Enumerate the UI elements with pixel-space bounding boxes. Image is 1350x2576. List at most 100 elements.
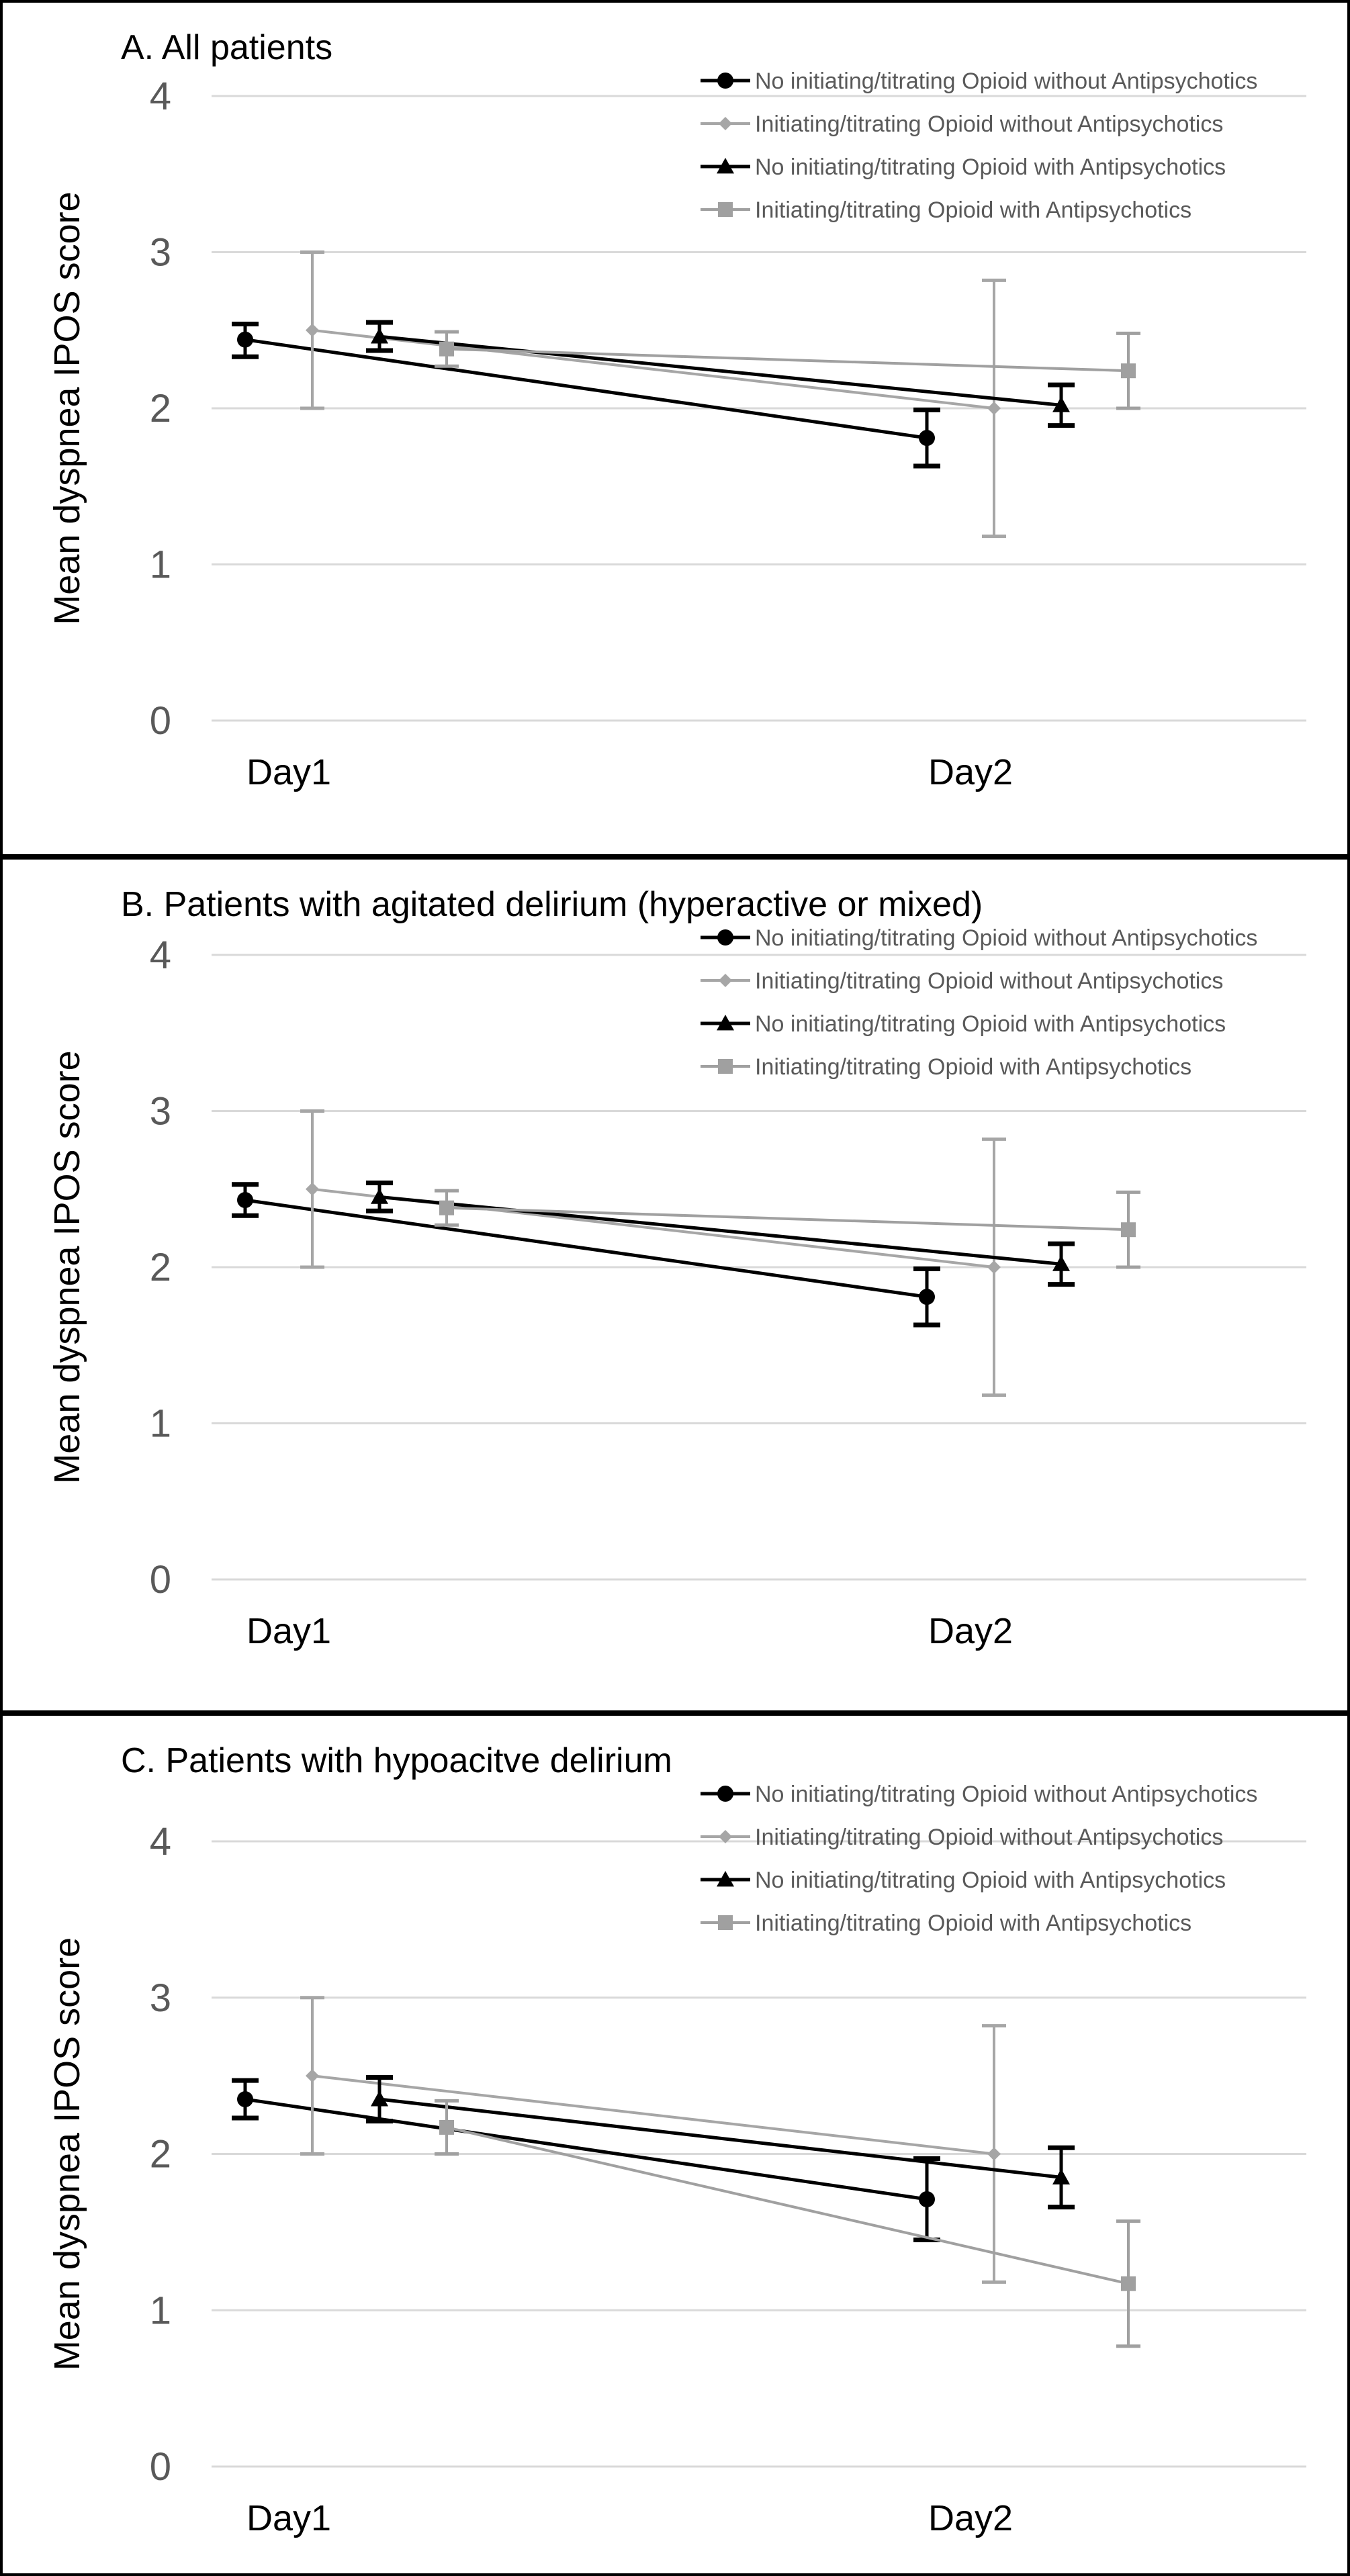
legend-marker (718, 1059, 733, 1074)
series-2 (300, 1109, 1006, 1397)
data-point (919, 1289, 935, 1305)
data-point (237, 2091, 253, 2108)
y-tick-label: 1 (150, 543, 171, 587)
y-tick-label: 2 (150, 1246, 171, 1289)
y-tick-label: 3 (150, 1090, 171, 1134)
y-tick-label: 4 (150, 933, 171, 977)
legend-marker (718, 202, 733, 217)
series-line (379, 2097, 1062, 2179)
series-line (379, 1195, 1062, 1266)
series-4 (435, 330, 1140, 410)
legend-label: Initiating/titrating Opioid with Antipsy… (755, 1911, 1191, 1936)
y-tick-label: 3 (150, 231, 171, 275)
legend-marker (717, 158, 734, 174)
series-1 (232, 1182, 940, 1328)
data-point (987, 2147, 1001, 2161)
series-line (446, 2125, 1129, 2285)
y-tick-label: 4 (150, 1820, 171, 1864)
series-line (446, 1206, 1129, 1232)
legend-marker (719, 117, 732, 130)
x-tick-label: Day1 (246, 752, 331, 792)
legend-label: No initiating/titrating Opioid without A… (755, 1782, 1257, 1807)
panel-frame (0, 0, 1350, 857)
series-2 (300, 1996, 1006, 2284)
legend-marker (719, 1830, 732, 1843)
legend-label: Initiating/titrating Opioid with Antipsy… (755, 1054, 1191, 1080)
y-tick-label: 0 (150, 1558, 171, 1602)
y-axis-label: Mean dyspnea IPOS score (47, 191, 87, 625)
series-1 (232, 321, 940, 469)
legend: No initiating/titrating Opioid without A… (701, 925, 1257, 1080)
panel-2: B. Patients with agitated delirium (hype… (0, 857, 1350, 1713)
x-tick-label: Day2 (928, 752, 1013, 792)
legend-label: Initiating/titrating Opioid without Anti… (755, 111, 1223, 137)
x-tick-label: Day2 (928, 1611, 1013, 1651)
legend-marker (719, 974, 732, 987)
legend-marker (717, 1015, 734, 1031)
x-tick-label: Day1 (246, 1611, 331, 1651)
chart-title: C. Patients with hypoacitve delirium (121, 1741, 672, 1780)
x-tick-label: Day1 (246, 2498, 331, 2538)
y-axis-label: Mean dyspnea IPOS score (47, 1050, 87, 1483)
y-tick-label: 4 (150, 75, 171, 118)
legend-marker (717, 1871, 734, 1887)
series-line (312, 2074, 995, 2156)
series-line (244, 1198, 928, 1299)
data-point (439, 341, 454, 357)
data-point (1052, 1255, 1070, 1271)
data-point (919, 430, 935, 447)
series-2 (300, 250, 1006, 539)
data-point (306, 323, 319, 337)
series-4 (435, 2099, 1140, 2348)
legend-label: Initiating/titrating Opioid with Antipsy… (755, 197, 1191, 223)
y-tick-label: 0 (150, 699, 171, 743)
y-tick-label: 2 (150, 387, 171, 430)
series-line (312, 328, 995, 410)
chart-title: B. Patients with agitated delirium (hype… (121, 885, 983, 924)
legend: No initiating/titrating Opioid without A… (701, 68, 1257, 223)
legend-label: No initiating/titrating Opioid with Anti… (755, 1011, 1226, 1037)
series-line (446, 347, 1129, 373)
panel-3: C. Patients with hypoacitve delirium 0 1 2 3… (0, 1713, 1350, 2576)
legend-label: No initiating/titrating Opioid without A… (755, 925, 1257, 951)
legend-label: No initiating/titrating Opioid without A… (755, 68, 1257, 94)
legend-label: No initiating/titrating Opioid with Anti… (755, 1868, 1226, 1893)
series-line (244, 2097, 928, 2201)
data-point (371, 328, 388, 344)
y-tick-label: 0 (150, 2445, 171, 2489)
panel-1: A. All patients 0 1 2 3 4 Mean dyspnea IPOS sc… (0, 0, 1350, 857)
x-tick-label: Day2 (928, 2498, 1013, 2538)
legend-marker (717, 73, 733, 89)
chart-title: A. All patients (121, 28, 332, 67)
series-line (244, 338, 928, 440)
legend: No initiating/titrating Opioid without A… (701, 1782, 1257, 1936)
data-point (237, 331, 253, 348)
data-point (439, 2119, 454, 2135)
y-tick-label: 3 (150, 1976, 171, 2020)
panel-frame (0, 857, 1350, 1713)
legend-marker (717, 929, 733, 946)
legend-label: Initiating/titrating Opioid without Anti… (755, 968, 1223, 994)
data-point (919, 2191, 935, 2207)
series-4 (435, 1189, 1140, 1269)
data-point (237, 1192, 253, 1209)
data-point (1052, 2168, 1070, 2184)
y-tick-label: 1 (150, 2289, 171, 2332)
data-point (306, 2069, 319, 2083)
data-point (306, 1182, 319, 1196)
legend-label: Initiating/titrating Opioid without Anti… (755, 1825, 1223, 1850)
legend-marker (718, 1915, 733, 1930)
data-point (1121, 2276, 1136, 2291)
data-point (371, 2090, 388, 2107)
y-tick-label: 1 (150, 1402, 171, 1446)
y-tick-label: 2 (150, 2133, 171, 2176)
legend-marker (717, 1786, 733, 1802)
series-line (379, 334, 1062, 407)
data-point (987, 402, 1001, 415)
legend-label: No initiating/titrating Opioid with Anti… (755, 154, 1226, 180)
data-point (439, 1200, 454, 1215)
series-3 (366, 2074, 1075, 2210)
data-point (371, 1188, 388, 1204)
data-point (1052, 396, 1070, 412)
